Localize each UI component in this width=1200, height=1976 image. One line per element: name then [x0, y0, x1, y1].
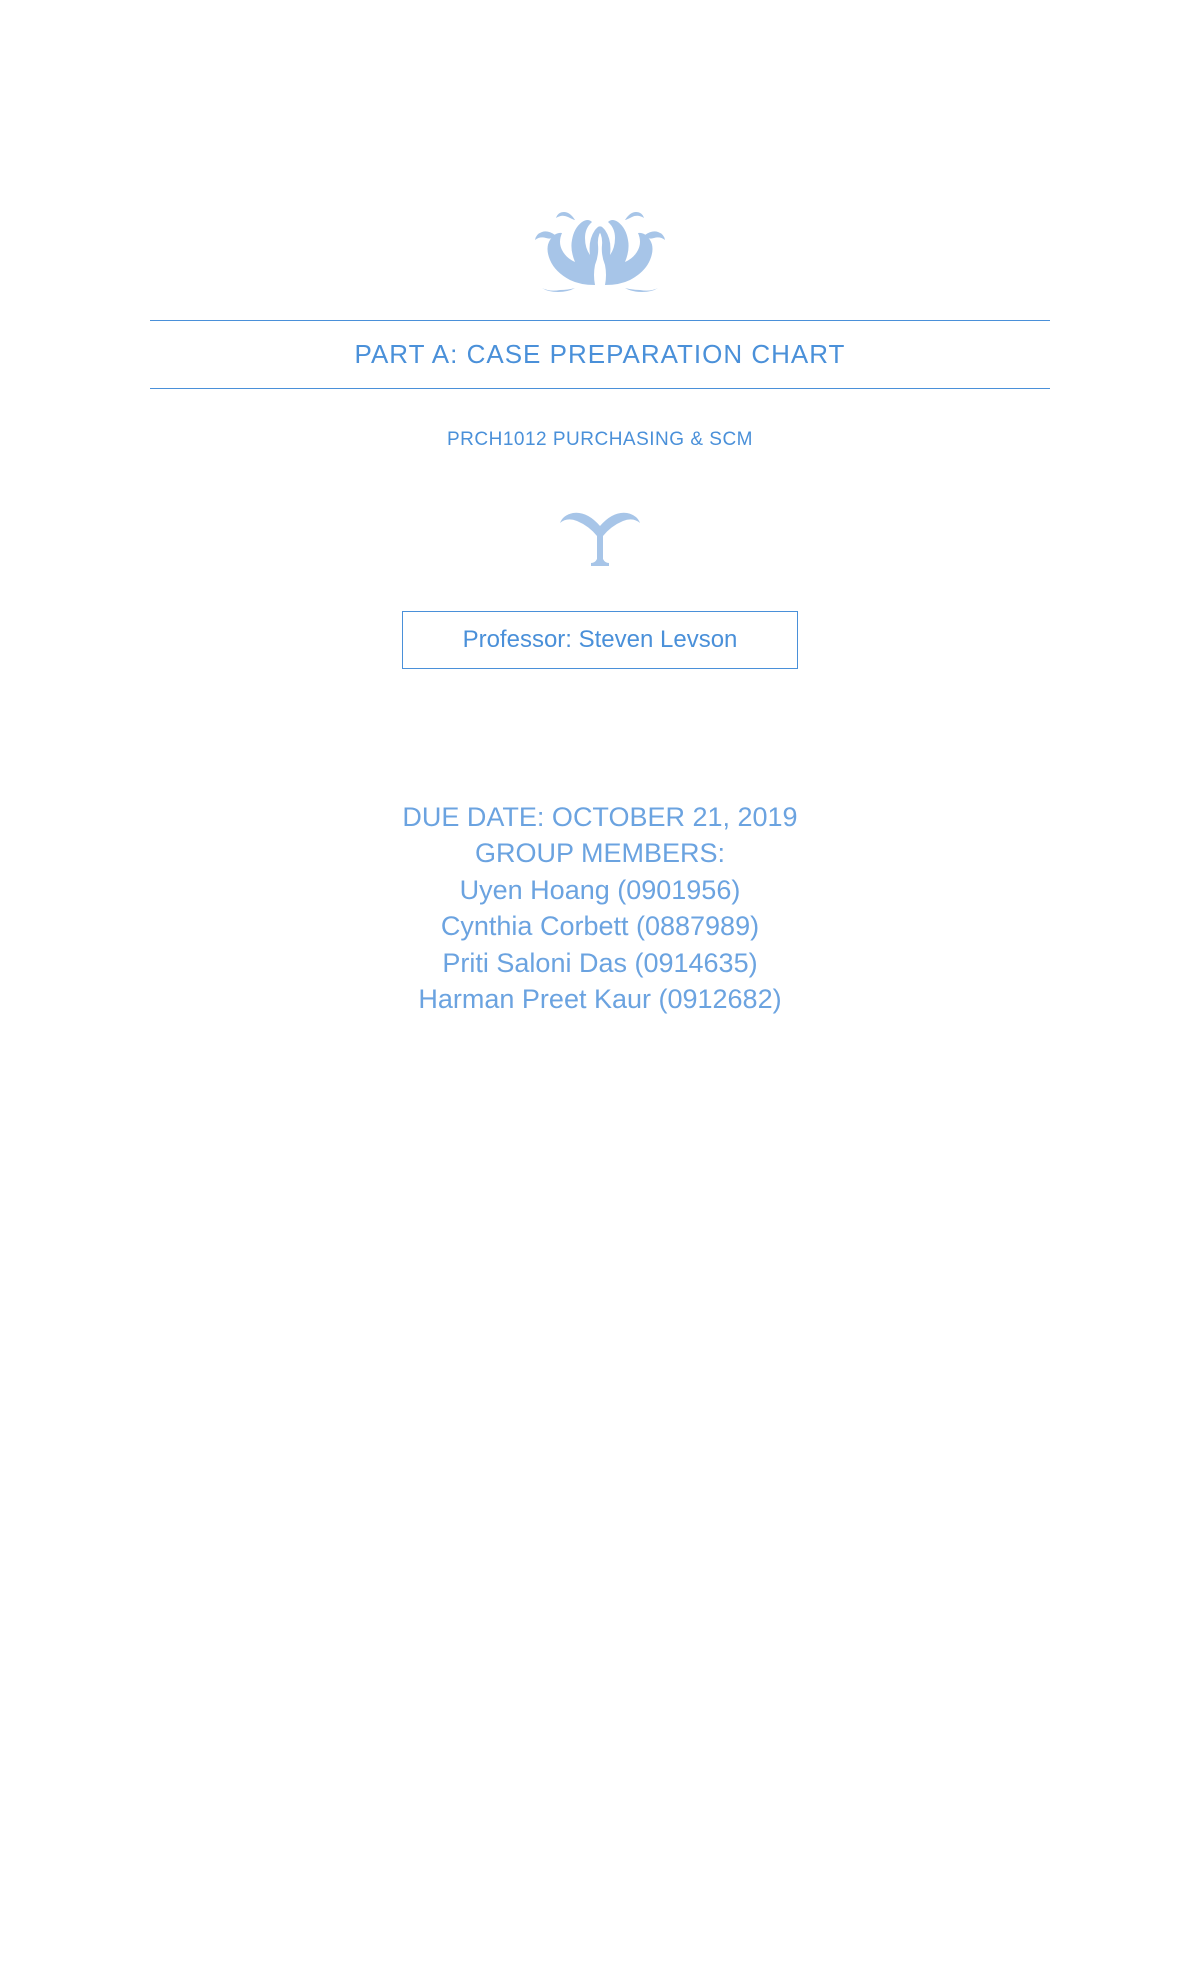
professor-label: Professor: Steven Levson — [463, 626, 738, 653]
document-page: PART A: CASE PREPARATION CHART PRCH1012 … — [0, 0, 1200, 1018]
due-date: DUE DATE: OCTOBER 21, 2019 — [402, 799, 797, 835]
group-member: Uyen Hoang (0901956) — [402, 872, 797, 908]
group-member: Priti Saloni Das (0914635) — [402, 945, 797, 981]
course-subtitle: PRCH1012 PURCHASING & SCM — [447, 429, 753, 451]
group-members-label: GROUP MEMBERS: — [402, 835, 797, 871]
group-member: Harman Preet Kaur (0912682) — [402, 981, 797, 1017]
ornament-top-icon — [500, 200, 700, 300]
title-section: PART A: CASE PREPARATION CHART — [150, 320, 1050, 389]
main-title: PART A: CASE PREPARATION CHART — [150, 339, 1050, 370]
details-section: DUE DATE: OCTOBER 21, 2019 GROUP MEMBERS… — [402, 799, 797, 1018]
professor-box: Professor: Steven Levson — [402, 611, 799, 669]
group-member: Cynthia Corbett (0887989) — [402, 908, 797, 944]
ornament-middle-icon — [545, 501, 655, 571]
